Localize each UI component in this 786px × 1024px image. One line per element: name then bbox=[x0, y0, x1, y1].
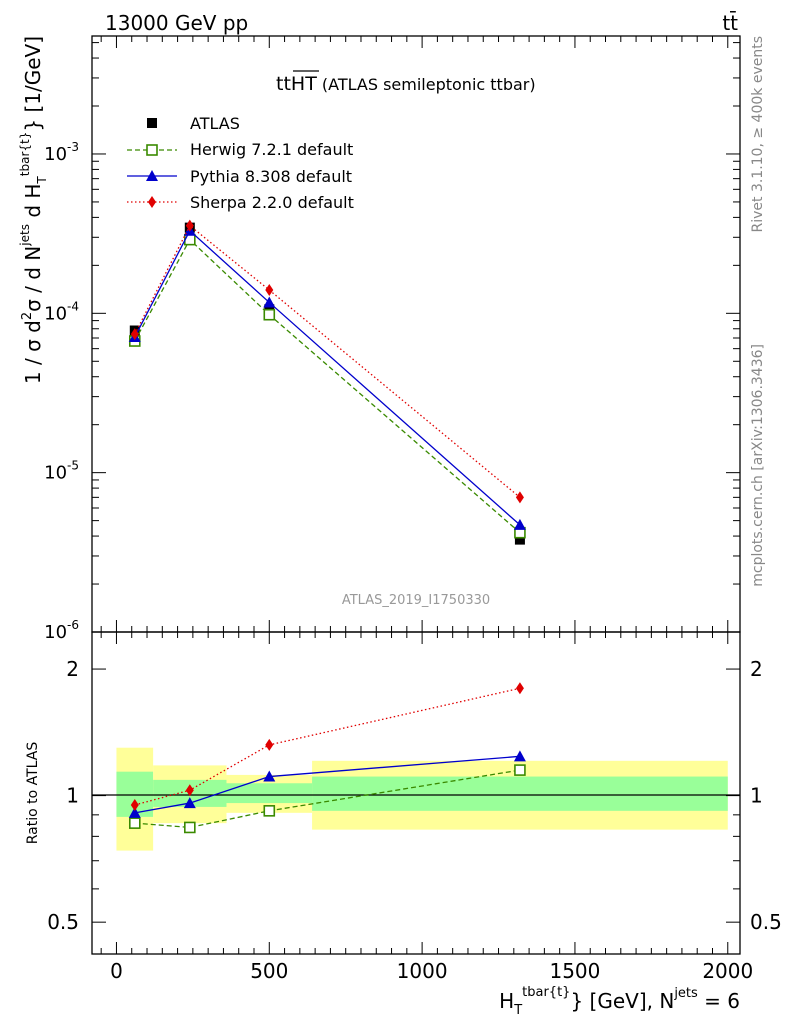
y-tick-label-exp: -5 bbox=[67, 459, 79, 473]
ratio-bands bbox=[116, 747, 728, 851]
ratio-point-sherpa bbox=[265, 738, 274, 751]
ratio-line-sherpa bbox=[134, 687, 521, 806]
band-inner-3 bbox=[312, 776, 728, 811]
ratio-axis-label: Ratio to ATLAS bbox=[25, 742, 41, 845]
legend-label-pythia: Pythia 8.308 default bbox=[190, 167, 352, 186]
y-axis-label: 1 / σ d2σ / d Njets d HTtbar{t}} [1/GeV] bbox=[18, 36, 49, 384]
y-label-part1: 1 / σ d bbox=[21, 320, 45, 384]
axis-ticks bbox=[92, 36, 740, 954]
y-label-jets: jets bbox=[18, 224, 32, 247]
x-label-part2: } [GeV], N bbox=[570, 989, 674, 1013]
ratio-series bbox=[128, 682, 526, 834]
ratio-point-sherpa bbox=[515, 682, 524, 695]
ratio-panel-frame bbox=[91, 631, 741, 955]
ratio-line-herwig bbox=[134, 769, 521, 829]
main-point-pythia bbox=[513, 518, 526, 530]
ratio-point-pythia bbox=[183, 797, 196, 809]
ratio-point-sherpa bbox=[185, 784, 194, 797]
ratio-line-pythia bbox=[134, 755, 520, 814]
plot-title-prefix: tt bbox=[276, 73, 291, 95]
ratio-point-herwig bbox=[514, 764, 526, 776]
y-tick-label-base: 10 bbox=[44, 144, 67, 165]
rivet-label: Rivet 3.1.10, ≥ 400k events bbox=[750, 36, 766, 233]
main-line-pythia bbox=[134, 229, 521, 526]
main-series bbox=[128, 219, 526, 545]
main-line-herwig bbox=[134, 238, 521, 534]
y-label-part3: d H bbox=[21, 184, 45, 224]
x-tick-label: 2000 bbox=[702, 959, 753, 983]
y-label-part4: } [1/GeV] bbox=[21, 36, 45, 132]
x-label-sub-t: T bbox=[513, 1003, 522, 1018]
main-point-herwig bbox=[263, 308, 276, 321]
y-tick-label-ratio-right: 0.5 bbox=[750, 910, 782, 934]
main-line-sherpa bbox=[134, 224, 521, 498]
ratio-point-herwig bbox=[184, 821, 196, 834]
legend-label-herwig: Herwig 7.2.1 default bbox=[190, 140, 353, 159]
y-label-part2: σ / d N bbox=[21, 246, 45, 312]
ratio-point-herwig bbox=[128, 817, 141, 829]
main-point-sherpa bbox=[515, 491, 524, 504]
legend-label-atlas: ATLAS bbox=[190, 114, 240, 133]
legend: ATLAS Herwig 7.2.1 default Pythia 8.308 … bbox=[127, 114, 354, 212]
x-tick-label: 1500 bbox=[549, 959, 600, 983]
x-label-part1: H bbox=[499, 989, 514, 1013]
ratio-point-sherpa bbox=[130, 798, 139, 811]
mcplots-label: mcplots.cern.ch [arXiv:1306.3436] bbox=[750, 344, 766, 587]
header-right-label: tt̄ bbox=[722, 10, 738, 35]
ratio-point-herwig bbox=[263, 805, 276, 817]
x-tick-label: 1000 bbox=[397, 959, 448, 983]
y-tick-label-base: 10 bbox=[44, 463, 67, 484]
ratio-point-pythia bbox=[128, 806, 141, 818]
x-tick-label: 500 bbox=[250, 959, 288, 983]
legend-marker-sherpa bbox=[148, 196, 156, 208]
x-tick-label: 0 bbox=[110, 959, 123, 983]
y-tick-label-ratio-right: 1 bbox=[750, 784, 763, 808]
band-inner-2 bbox=[226, 783, 313, 804]
y-tick-label-exp: -4 bbox=[67, 299, 79, 313]
axis-tick-labels: 10-610-510-410-30.5 0.51 12 20 500 1000 1500 20… bbox=[44, 140, 782, 983]
y-tick-label-ratio-right: 2 bbox=[750, 657, 763, 681]
x-axis-label: HTtbar{t}} [GeV], Njets = 6 bbox=[499, 985, 740, 1018]
legend-marker-herwig bbox=[146, 144, 158, 156]
legend-marker-pythia bbox=[146, 170, 158, 181]
legend-label-sherpa: Sherpa 2.2.0 default bbox=[190, 193, 354, 212]
y-tick-label-base: 10 bbox=[44, 622, 67, 643]
plot-title-overlined: HT bbox=[291, 73, 317, 95]
y-tick-label-ratio-left: 1 bbox=[66, 784, 79, 808]
x-label-sup-tbar: tbar{t} bbox=[522, 985, 570, 1000]
y-tick-label-base: 10 bbox=[44, 303, 67, 324]
analysis-id: ATLAS_2019_I1750330 bbox=[342, 593, 490, 608]
y-label-sup2: 2 bbox=[20, 312, 35, 320]
main-point-sherpa bbox=[265, 284, 274, 297]
x-label-part3: = 6 bbox=[698, 989, 740, 1013]
main-point-sherpa bbox=[130, 328, 139, 341]
y-tick-label-ratio-left: 2 bbox=[66, 657, 79, 681]
plot-title-suffix: (ATLAS semileptonic ttbar) bbox=[317, 75, 536, 94]
y-label-sup-tbar: tbar{t} bbox=[18, 132, 32, 177]
ratio-point-pythia bbox=[263, 770, 276, 782]
plot-title: ttHT (ATLAS semileptonic ttbar) bbox=[276, 73, 536, 95]
legend-marker-atlas bbox=[147, 118, 157, 128]
header-left-label: 13000 GeV pp bbox=[105, 11, 248, 35]
y-tick-label-exp: -3 bbox=[67, 140, 79, 154]
main-point-pythia bbox=[263, 296, 276, 308]
x-label-sup-jets: jets bbox=[673, 986, 698, 1001]
y-tick-label-main: 10-6 bbox=[44, 618, 79, 643]
y-tick-label-exp: -6 bbox=[67, 618, 79, 632]
main-point-sherpa bbox=[185, 219, 194, 232]
y-tick-label-ratio-left: 0.5 bbox=[47, 910, 79, 934]
y-tick-label-main: 10-4 bbox=[44, 299, 79, 324]
y-tick-label-main: 10-5 bbox=[44, 459, 79, 484]
y-tick-label-main: 10-3 bbox=[44, 140, 79, 165]
main-point-atlas bbox=[514, 534, 525, 545]
ratio-point-pythia bbox=[513, 750, 526, 762]
y-label-sub-t: T bbox=[35, 176, 49, 185]
